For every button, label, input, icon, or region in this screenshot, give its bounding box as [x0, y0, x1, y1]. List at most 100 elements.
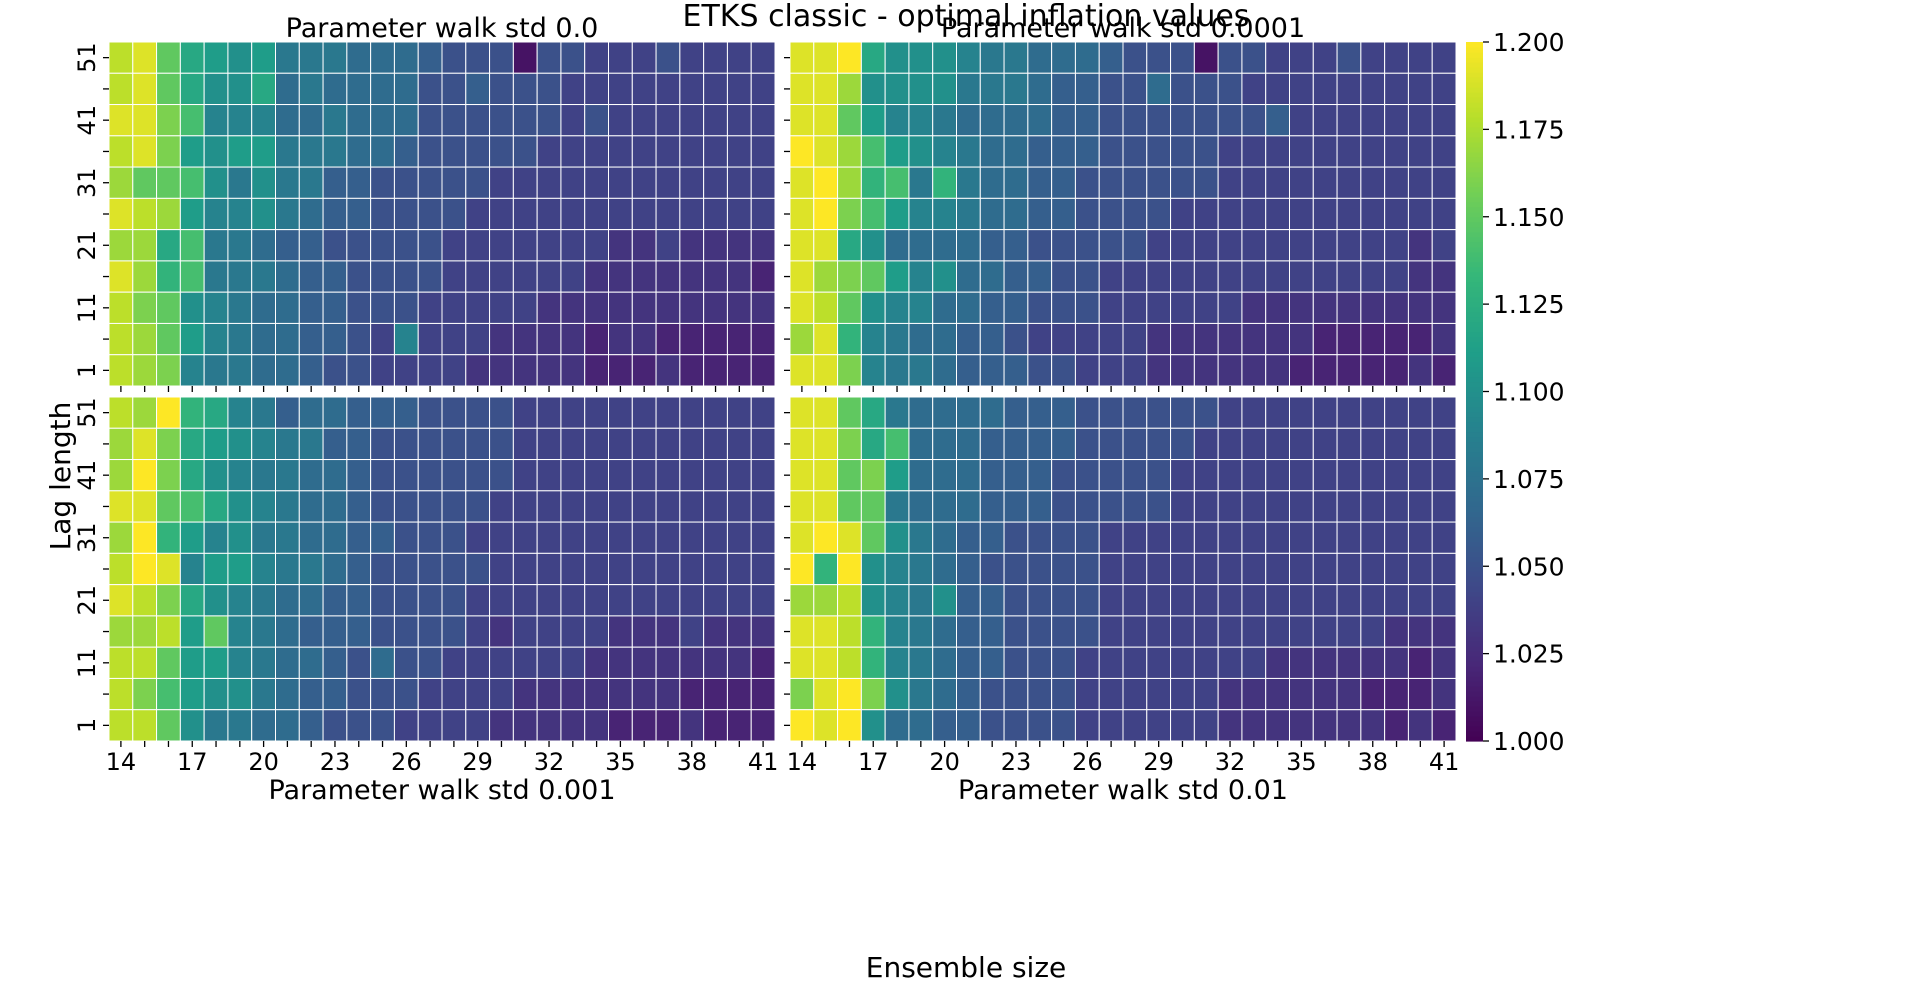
heatmap-cell	[370, 459, 395, 492]
heatmap-cell	[956, 552, 981, 586]
heatmap-cell	[370, 396, 395, 429]
heatmap-cell	[679, 322, 705, 356]
heatmap-cell	[631, 41, 657, 74]
heatmap-cell	[393, 709, 419, 742]
heatmap-cell	[837, 166, 862, 199]
heatmap-cell	[1384, 72, 1409, 106]
heatmap-cell	[1170, 197, 1195, 231]
heatmap-cell	[908, 104, 934, 137]
heatmap-cell	[156, 41, 181, 74]
heatmap-cell	[1170, 229, 1195, 262]
heatmap-cell	[608, 104, 633, 137]
colorbar-segment	[1466, 596, 1483, 602]
colorbar-tick-label: 1.125	[1493, 290, 1565, 319]
heatmap-cell	[465, 427, 491, 461]
heatmap-cell	[1051, 677, 1076, 711]
y-tick-label: 21	[73, 585, 101, 616]
colorbar-segment	[1466, 436, 1483, 443]
heatmap-cell	[908, 459, 934, 492]
heatmap-cell	[813, 229, 839, 262]
heatmap-cell	[1431, 354, 1457, 387]
heatmap-cell	[132, 709, 158, 742]
heatmap-cell	[956, 615, 981, 648]
heatmap-cell	[132, 72, 158, 106]
heatmap-cell	[1336, 135, 1362, 168]
heatmap-cell	[837, 396, 862, 429]
heatmap-cell	[655, 677, 681, 711]
heatmap-cell	[1098, 646, 1124, 679]
heatmap-cell	[536, 354, 562, 387]
heatmap-cell	[1170, 677, 1195, 711]
heatmap-cell	[346, 396, 372, 429]
heatmap-cell	[298, 521, 324, 554]
heatmap-cell	[1170, 521, 1195, 554]
heatmap-cell	[1027, 396, 1053, 429]
heatmap-cell	[1289, 291, 1314, 324]
heatmap-cell	[370, 646, 395, 679]
colorbar-segment	[1466, 606, 1483, 612]
heatmap-cell	[251, 552, 277, 586]
heatmap-cell	[1193, 322, 1219, 356]
colorbar-segment	[1466, 71, 1483, 78]
heatmap-cell	[813, 427, 839, 461]
heatmap-cell	[655, 709, 681, 742]
heatmap-cell	[156, 166, 181, 199]
heatmap-cell	[251, 260, 277, 293]
heatmap-cell	[1265, 135, 1290, 168]
heatmap-cell	[417, 459, 443, 492]
heatmap-cell	[393, 427, 419, 461]
heatmap-cell	[726, 354, 752, 387]
heatmap-cell	[417, 709, 443, 742]
heatmap-cell	[1241, 354, 1267, 387]
heatmap-cell	[1384, 709, 1409, 742]
heatmap-cell	[1336, 615, 1362, 648]
heatmap-cell	[465, 709, 491, 742]
heatmap-cell	[1384, 260, 1409, 293]
heatmap-cell	[726, 396, 752, 429]
colorbar-segment	[1466, 671, 1483, 677]
colorbar-segment	[1466, 611, 1483, 617]
heatmap-cell	[1336, 260, 1362, 293]
heatmap-cell	[179, 584, 205, 617]
heatmap-cell	[608, 396, 633, 429]
colorbar-segment	[1466, 226, 1483, 233]
heatmap-cell	[1027, 459, 1053, 492]
heatmap-cell	[1074, 709, 1100, 742]
heatmap-cell	[275, 197, 300, 231]
colorbar-segment	[1466, 556, 1483, 562]
heatmap-cell	[1098, 459, 1124, 492]
heatmap-cell	[1289, 166, 1314, 199]
colorbar-segment	[1466, 206, 1483, 213]
heatmap-cell	[560, 135, 586, 168]
heatmap-cell	[789, 354, 815, 387]
heatmap-cell	[655, 490, 681, 523]
colorbar-segment	[1466, 726, 1483, 732]
heatmap-cell	[132, 197, 158, 231]
heatmap-cell	[1170, 41, 1195, 74]
heatmap-cell	[750, 72, 776, 106]
heatmap-cell	[393, 521, 419, 554]
colorbar-segment	[1466, 221, 1483, 228]
heatmap-cell	[1407, 104, 1433, 137]
heatmap-cell	[932, 677, 958, 711]
heatmap-cell	[370, 135, 395, 168]
heatmap-cell	[489, 135, 514, 168]
heatmap-panel-bottom-right: Parameter walk std 0.01 14 17 20 23 26 29 32 35 3…	[784, 396, 1459, 806]
heatmap-cell	[370, 197, 395, 231]
colorbar-segment	[1466, 541, 1483, 547]
heatmap-cell	[1336, 291, 1362, 324]
heatmap-cell	[512, 229, 538, 262]
heatmap-cell	[703, 427, 728, 461]
heatmap-cell	[1336, 427, 1362, 461]
heatmap-cell	[179, 459, 205, 492]
heatmap-cell	[860, 459, 886, 492]
heatmap-cell	[837, 197, 862, 231]
heatmap-cell	[679, 72, 705, 106]
heatmap-cell	[346, 291, 372, 324]
heatmap-cell	[1074, 490, 1100, 523]
heatmap-cell	[908, 291, 934, 324]
heatmap-cell	[932, 646, 958, 679]
heatmap-cell	[1146, 229, 1172, 262]
heatmap-cell	[1289, 354, 1314, 387]
heatmap-cell	[346, 677, 372, 711]
